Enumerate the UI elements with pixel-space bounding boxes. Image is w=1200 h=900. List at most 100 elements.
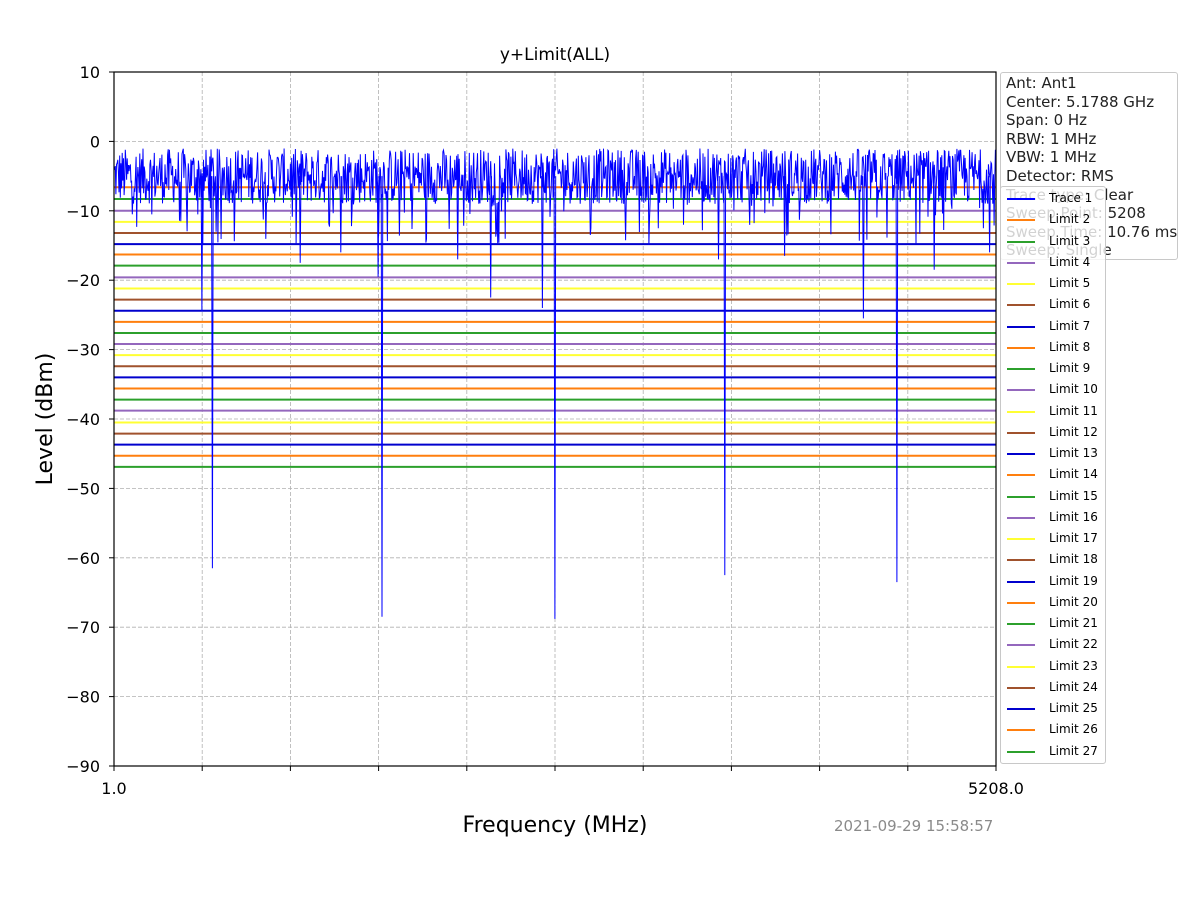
trace-layer	[113, 148, 997, 619]
info-line: Center: 5.1788 GHz	[1006, 92, 1155, 111]
legend-swatch	[1007, 198, 1035, 200]
legend-label: Limit 5	[1049, 276, 1091, 290]
legend-item: Limit 23	[1001, 656, 1105, 677]
legend-label: Limit 24	[1049, 679, 1098, 694]
legend-item: Limit 2	[1001, 209, 1105, 230]
legend-item: Limit 9	[1001, 358, 1105, 379]
legend-label: Limit 14	[1049, 467, 1098, 482]
info-line: Detector: RMS	[1006, 166, 1114, 185]
legend-swatch	[1007, 495, 1035, 498]
legend-item: Limit 17	[1001, 528, 1105, 549]
legend-swatch	[1007, 580, 1035, 583]
legend-swatch	[1007, 219, 1035, 222]
legend-swatch	[1007, 346, 1035, 349]
legend-item: Limit 8	[1001, 337, 1105, 358]
legend-label: Limit 19	[1049, 573, 1098, 588]
legend-label: Limit 4	[1049, 254, 1091, 269]
legend-item: Limit 19	[1001, 571, 1105, 592]
legend-swatch	[1007, 729, 1035, 732]
legend-label: Limit 15	[1049, 488, 1098, 503]
legend-swatch	[1007, 325, 1035, 328]
legend-swatch	[1007, 389, 1035, 392]
legend-label: Limit 23	[1049, 658, 1098, 673]
info-line: Ant: Ant1	[1006, 74, 1077, 92]
legend-label: Limit 9	[1049, 361, 1091, 375]
x-tick-label: 5208.0	[968, 779, 1024, 798]
legend-label: Limit 21	[1049, 616, 1098, 630]
y-tick-label: −60	[66, 549, 100, 568]
legend-swatch	[1007, 665, 1035, 668]
legend-label: Limit 2	[1049, 212, 1091, 227]
legend-swatch	[1007, 623, 1035, 625]
legend-label: Limit 20	[1049, 594, 1098, 609]
legend-swatch	[1007, 516, 1035, 519]
legend-label: Limit 18	[1049, 552, 1098, 567]
legend-item: Limit 12	[1001, 422, 1105, 443]
legend-label: Limit 26	[1049, 722, 1098, 737]
legend-item: Limit 7	[1001, 316, 1105, 337]
legend-swatch	[1007, 750, 1035, 753]
y-axis-ticks: 10 0 −10 −20 −30 −40 −50 −60 −70 −80 −90	[66, 63, 114, 776]
chart-title: y+Limit(ALL)	[500, 45, 610, 65]
legend-item: Limit 15	[1001, 486, 1105, 507]
legend-swatch	[1007, 559, 1035, 562]
legend: Trace 1 Limit 2 Limit 3 Limit 4 Limit 5 Limit…	[1000, 186, 1106, 764]
legend-label: Limit 25	[1049, 701, 1098, 715]
legend-label: Limit 3	[1049, 233, 1091, 248]
legend-item: Limit 25	[1001, 698, 1105, 719]
legend-item: Limit 16	[1001, 507, 1105, 528]
legend-swatch	[1007, 368, 1035, 370]
y-tick-label: −80	[66, 688, 100, 707]
legend-item: Limit 20	[1001, 592, 1105, 613]
info-line: RBW: 1 MHz	[1006, 129, 1097, 148]
trace-1-line	[113, 148, 997, 619]
x-axis-label: Frequency (MHz)	[463, 813, 648, 838]
legend-swatch	[1007, 240, 1035, 243]
legend-item: Limit 13	[1001, 443, 1105, 464]
y-axis-label: Level (dBm)	[33, 353, 58, 486]
y-tick-label: −40	[66, 410, 100, 429]
y-tick-label: −30	[66, 341, 100, 360]
legend-item: Limit 14	[1001, 464, 1105, 485]
y-tick-label: −90	[66, 757, 100, 776]
legend-item: Limit 6	[1001, 294, 1105, 315]
legend-swatch	[1007, 601, 1035, 604]
legend-swatch	[1007, 283, 1035, 285]
legend-label: Limit 7	[1049, 318, 1091, 333]
legend-item: Limit 3	[1001, 231, 1105, 252]
legend-item: Limit 10	[1001, 379, 1105, 400]
legend-label: Limit 16	[1049, 509, 1098, 524]
legend-item: Limit 22	[1001, 634, 1105, 655]
info-line: Span: 0 Hz	[1006, 111, 1088, 130]
y-tick-label: −70	[66, 618, 100, 637]
info-line: VBW: 1 MHz	[1006, 148, 1097, 167]
legend-label: Limit 10	[1049, 382, 1098, 397]
legend-swatch	[1007, 474, 1035, 477]
legend-label: Limit 27	[1049, 743, 1098, 758]
legend-item: Limit 4	[1001, 252, 1105, 273]
legend-item: Limit 24	[1001, 677, 1105, 698]
legend-item: Limit 27	[1001, 741, 1105, 762]
y-tick-label: −20	[66, 271, 100, 290]
legend-swatch	[1007, 431, 1035, 434]
x-tick-label: 1.0	[101, 779, 126, 798]
x-axis-ticks: 1.0 5208.0	[101, 766, 1024, 798]
legend-label: Limit 12	[1049, 424, 1098, 439]
legend-swatch	[1007, 644, 1035, 647]
legend-item: Limit 26	[1001, 719, 1105, 740]
legend-label: Limit 8	[1049, 339, 1091, 354]
legend-swatch	[1007, 538, 1035, 540]
legend-swatch	[1007, 708, 1035, 710]
legend-label: Limit 22	[1049, 637, 1098, 652]
legend-swatch	[1007, 261, 1035, 264]
legend-item: Limit 11	[1001, 401, 1105, 422]
legend-label: Limit 17	[1049, 531, 1098, 545]
legend-swatch	[1007, 686, 1035, 689]
y-tick-label: 0	[90, 132, 100, 151]
timestamp: 2021-09-29 15:58:57	[834, 817, 994, 835]
legend-item: Limit 21	[1001, 613, 1105, 634]
legend-swatch	[1007, 410, 1035, 413]
y-tick-label: −10	[66, 202, 100, 221]
y-tick-label: 10	[80, 63, 100, 82]
